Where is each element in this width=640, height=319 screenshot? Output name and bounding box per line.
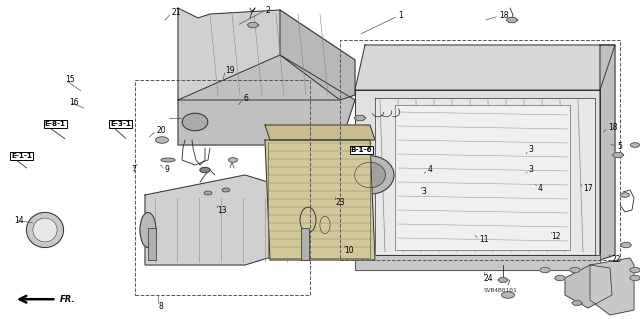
Text: 18: 18: [499, 11, 509, 20]
Circle shape: [630, 267, 640, 272]
Text: 16: 16: [69, 98, 79, 107]
Bar: [135, 80, 310, 295]
Bar: [340, 40, 620, 260]
Text: 3: 3: [529, 145, 534, 154]
Text: 14: 14: [14, 216, 24, 225]
Circle shape: [621, 193, 630, 197]
Text: E-8-1: E-8-1: [45, 122, 66, 127]
Text: 21: 21: [172, 8, 181, 17]
Polygon shape: [178, 8, 355, 100]
Ellipse shape: [182, 113, 208, 131]
Ellipse shape: [346, 156, 394, 194]
Text: 1: 1: [398, 11, 403, 20]
Polygon shape: [612, 152, 624, 158]
Circle shape: [204, 191, 212, 195]
Ellipse shape: [26, 212, 63, 248]
Text: 8: 8: [159, 302, 163, 311]
Ellipse shape: [161, 158, 175, 162]
Circle shape: [621, 242, 631, 248]
Polygon shape: [145, 175, 310, 265]
Polygon shape: [375, 98, 595, 255]
Text: 11: 11: [479, 235, 488, 244]
Circle shape: [156, 137, 168, 143]
Bar: [148, 228, 156, 260]
Text: 12: 12: [552, 232, 561, 241]
Polygon shape: [178, 55, 355, 145]
Text: 3: 3: [529, 165, 534, 174]
Ellipse shape: [300, 207, 316, 233]
Text: B-1-6: B-1-6: [351, 147, 372, 153]
Circle shape: [630, 275, 640, 280]
Circle shape: [540, 267, 550, 272]
Polygon shape: [280, 10, 355, 100]
Text: 6: 6: [243, 94, 248, 103]
Text: 19: 19: [225, 66, 235, 75]
Polygon shape: [355, 90, 600, 260]
Ellipse shape: [320, 216, 330, 234]
Ellipse shape: [355, 162, 385, 188]
Polygon shape: [498, 278, 508, 282]
Polygon shape: [506, 18, 518, 22]
Text: 7: 7: [131, 165, 136, 174]
Bar: [301, 228, 309, 260]
Circle shape: [630, 143, 639, 147]
Text: 9: 9: [164, 165, 170, 174]
Polygon shape: [265, 140, 375, 260]
Circle shape: [502, 292, 515, 298]
Circle shape: [555, 275, 565, 280]
Circle shape: [200, 167, 210, 173]
Polygon shape: [395, 105, 570, 250]
Ellipse shape: [140, 212, 156, 248]
Text: 23: 23: [335, 198, 345, 207]
Text: 18: 18: [608, 123, 618, 132]
Text: E-1-1: E-1-1: [12, 153, 33, 159]
Text: E-3-1: E-3-1: [110, 122, 131, 127]
Text: 20: 20: [156, 126, 166, 135]
Text: 2: 2: [266, 6, 270, 15]
Polygon shape: [355, 45, 615, 90]
Ellipse shape: [316, 212, 335, 238]
Polygon shape: [355, 115, 366, 121]
Circle shape: [228, 158, 237, 162]
Text: 13: 13: [218, 206, 227, 215]
Text: SVB4B0101: SVB4B0101: [484, 288, 518, 293]
Polygon shape: [565, 265, 612, 308]
Text: 4: 4: [538, 184, 543, 193]
Text: 5: 5: [617, 142, 622, 151]
Text: 17: 17: [584, 184, 593, 193]
Circle shape: [570, 267, 580, 272]
Polygon shape: [355, 255, 600, 270]
Text: 24: 24: [484, 274, 493, 283]
Text: FR.: FR.: [60, 295, 76, 304]
Polygon shape: [247, 23, 259, 27]
Polygon shape: [572, 301, 582, 305]
Polygon shape: [265, 125, 375, 140]
Polygon shape: [590, 258, 634, 315]
Text: 3: 3: [421, 187, 426, 196]
Text: 22: 22: [612, 256, 621, 264]
Polygon shape: [600, 45, 615, 260]
Text: 15: 15: [65, 75, 75, 84]
Circle shape: [222, 188, 230, 192]
Text: 4: 4: [428, 165, 433, 174]
Text: 10: 10: [344, 246, 354, 255]
Ellipse shape: [33, 218, 57, 242]
